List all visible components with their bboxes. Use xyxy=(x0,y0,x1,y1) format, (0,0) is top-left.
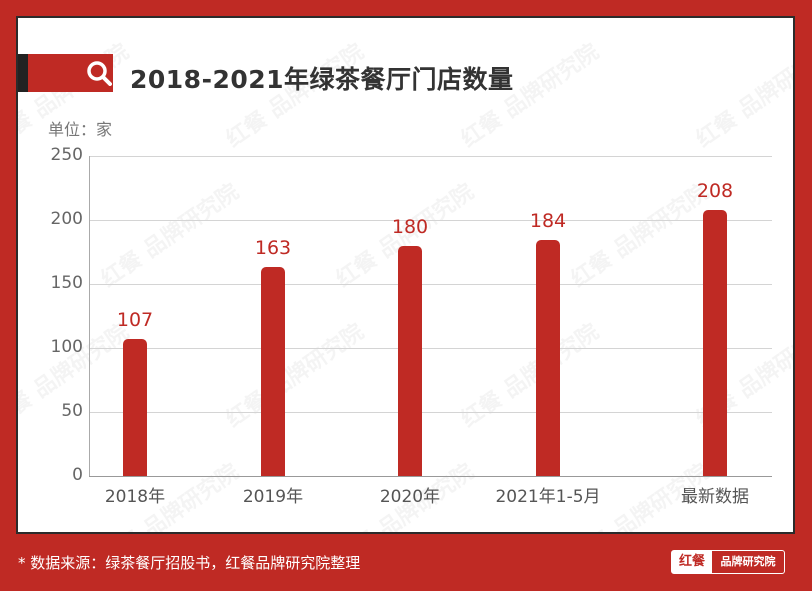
y-axis xyxy=(89,156,90,476)
bar-value-label: 184 xyxy=(529,210,567,233)
gridline xyxy=(89,220,772,221)
gridline xyxy=(89,412,772,413)
bar xyxy=(536,240,560,476)
data-source-note: * 数据来源：绿茶餐厅招股书，红餐品牌研究院整理 xyxy=(18,554,361,572)
chart-card: 红餐 品牌研究院红餐 品牌研究院红餐 品牌研究院红餐 品牌研究院红餐 品牌研究院… xyxy=(16,16,795,534)
gridline xyxy=(89,348,772,349)
bar-value-label: 107 xyxy=(116,309,154,332)
bar xyxy=(123,339,147,476)
bar-value-label: 208 xyxy=(696,179,734,202)
bar-value-label: 180 xyxy=(391,215,429,238)
y-tick-label: 50 xyxy=(61,401,83,421)
y-tick-label: 200 xyxy=(50,209,83,229)
chart-title: 2018-2021年绿茶餐厅门店数量 xyxy=(130,65,514,94)
x-tick-label: 2021年1-5月 xyxy=(495,487,601,507)
x-axis xyxy=(89,476,772,477)
y-tick-label: 150 xyxy=(50,273,83,293)
x-tick-label: 最新数据 xyxy=(681,487,749,507)
x-tick-label: 2020年 xyxy=(379,487,441,507)
y-tick-label: 250 xyxy=(50,145,83,165)
bar xyxy=(261,267,285,476)
y-tick-label: 100 xyxy=(50,337,83,357)
bar xyxy=(703,209,727,476)
unit-label: 单位：家 xyxy=(48,120,113,139)
brand-logo-mark: 红餐 xyxy=(672,551,712,573)
bar-value-label: 163 xyxy=(254,237,292,260)
bar xyxy=(398,245,422,476)
gridline xyxy=(89,284,772,285)
brand-logo: 红餐 品牌研究院 xyxy=(671,550,785,574)
brand-logo-text: 品牌研究院 xyxy=(720,555,776,568)
x-tick-label: 2018年 xyxy=(104,487,166,507)
title-tab xyxy=(18,54,113,92)
watermark-text: 红餐 品牌研究院 xyxy=(688,35,793,154)
x-tick-label: 2019年 xyxy=(242,487,304,507)
plot-area: 0 50 100 150 200 250 107 2018年 163 2019年 180 2020年 1… xyxy=(51,145,772,507)
y-tick-label: 0 xyxy=(72,465,83,485)
gridline xyxy=(89,156,772,157)
search-icon xyxy=(87,61,112,86)
title-tab-accent xyxy=(18,54,28,92)
